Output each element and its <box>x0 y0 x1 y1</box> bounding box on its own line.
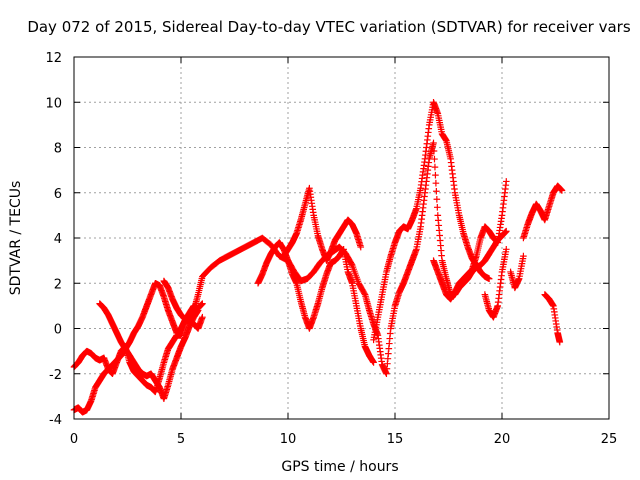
data-point <box>556 338 564 346</box>
data-point <box>432 171 439 179</box>
y-tick-label: 6 <box>54 187 62 202</box>
y-tick-label: -2 <box>49 368 62 383</box>
x-tick-label: 20 <box>494 432 511 447</box>
x-tick-label: 25 <box>601 432 618 447</box>
chart-title: Day 072 of 2015, Sidereal Day-to-day VTE… <box>27 18 631 36</box>
data-point <box>433 187 440 195</box>
data-point <box>502 246 510 253</box>
y-tick-label: 2 <box>54 277 62 292</box>
data-point <box>431 155 438 163</box>
x-axis-label: GPS time / hours <box>281 459 398 475</box>
data-point <box>485 275 493 283</box>
data-point <box>502 227 510 235</box>
y-axis-label: SDTVAR / TECUs <box>8 181 24 296</box>
y-tick-label: -4 <box>49 413 62 428</box>
grid <box>74 57 609 419</box>
data-point <box>520 252 527 260</box>
data-point <box>430 139 437 147</box>
data-point <box>433 195 441 203</box>
data-point <box>194 307 202 314</box>
y-tick-label: 12 <box>45 51 62 66</box>
data-point <box>434 204 441 211</box>
data-point <box>558 187 566 194</box>
plot-frame <box>73 56 610 420</box>
data-points <box>70 98 566 416</box>
data-point <box>199 313 206 321</box>
x-tick-label: 15 <box>387 432 404 447</box>
x-tick-label: 5 <box>177 432 185 447</box>
data-point <box>357 243 365 251</box>
data-point <box>199 300 206 307</box>
data-point <box>431 163 439 171</box>
y-tick-label: 4 <box>54 232 62 247</box>
x-tick-label: 0 <box>70 432 78 447</box>
data-point <box>432 179 440 187</box>
data-point <box>370 359 377 366</box>
y-tick-label: 10 <box>45 96 62 111</box>
y-tick-label: 8 <box>54 142 62 157</box>
data-point <box>502 178 510 185</box>
y-tick-label: 0 <box>54 323 62 338</box>
x-tick-label: 10 <box>280 432 297 447</box>
data-point <box>361 290 368 297</box>
data-point <box>430 147 438 155</box>
